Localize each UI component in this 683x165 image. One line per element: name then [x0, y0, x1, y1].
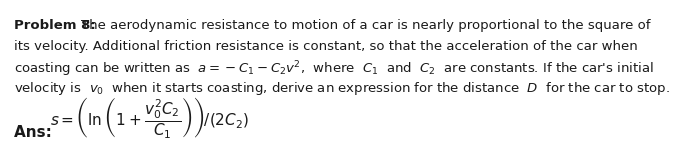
Text: Problem 8:: Problem 8: [14, 19, 96, 33]
Text: velocity is  $v_0$  when it starts coasting, derive an expression for the distan: velocity is $v_0$ when it starts coastin… [14, 80, 670, 97]
Text: Ans:: Ans: [14, 125, 57, 140]
Text: its velocity. Additional friction resistance is constant, so that the accelerati: its velocity. Additional friction resist… [14, 40, 638, 53]
Text: The aerodynamic resistance to motion of a car is nearly proportional to the squa: The aerodynamic resistance to motion of … [81, 19, 650, 33]
Text: $s = \left(\ln\left(1 + \dfrac{v_0^2 C_2}{C_1}\right)\right)/(2C_2)$: $s = \left(\ln\left(1 + \dfrac{v_0^2 C_2… [50, 95, 249, 140]
Text: coasting can be written as  $a = -C_1 - C_2v^2$,  where  $C_1$  and  $C_2$  are : coasting can be written as $a = -C_1 - C… [14, 60, 654, 79]
